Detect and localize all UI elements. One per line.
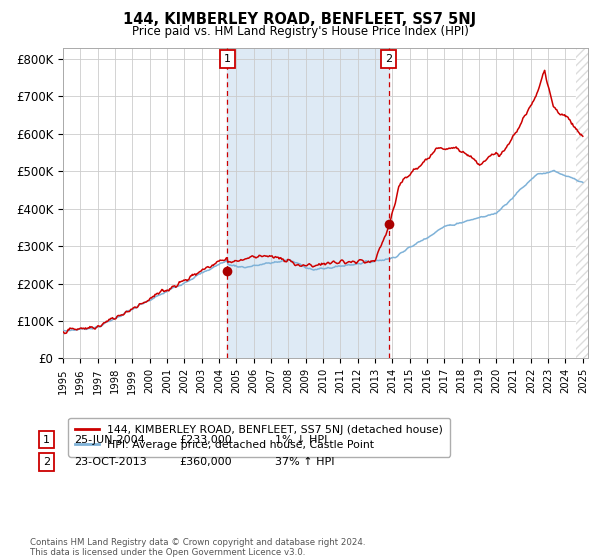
Text: 37% ↑ HPI: 37% ↑ HPI xyxy=(275,457,334,467)
Text: Price paid vs. HM Land Registry's House Price Index (HPI): Price paid vs. HM Land Registry's House … xyxy=(131,25,469,38)
Bar xyxy=(227,48,389,358)
Text: £233,000: £233,000 xyxy=(179,435,232,445)
Text: Contains HM Land Registry data © Crown copyright and database right 2024.
This d: Contains HM Land Registry data © Crown c… xyxy=(30,538,365,557)
Text: £360,000: £360,000 xyxy=(179,457,232,467)
Text: 144, KIMBERLEY ROAD, BENFLEET, SS7 5NJ: 144, KIMBERLEY ROAD, BENFLEET, SS7 5NJ xyxy=(124,12,476,27)
Text: 1% ↓ HPI: 1% ↓ HPI xyxy=(275,435,327,445)
Bar xyxy=(575,48,592,358)
Text: 25-JUN-2004: 25-JUN-2004 xyxy=(74,435,145,445)
Text: 2: 2 xyxy=(43,457,50,467)
Text: 1: 1 xyxy=(43,435,50,445)
Text: 1: 1 xyxy=(224,54,231,64)
Text: 2: 2 xyxy=(385,54,392,64)
Bar xyxy=(575,48,592,358)
Text: 23-OCT-2013: 23-OCT-2013 xyxy=(74,457,146,467)
Legend: 144, KIMBERLEY ROAD, BENFLEET, SS7 5NJ (detached house), HPI: Average price, det: 144, KIMBERLEY ROAD, BENFLEET, SS7 5NJ (… xyxy=(68,418,450,456)
